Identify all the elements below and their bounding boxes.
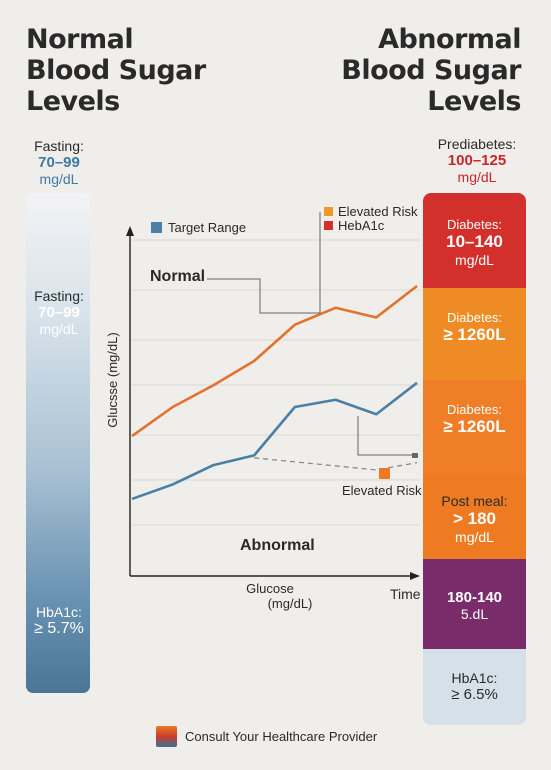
segment-label: Diabetes: bbox=[447, 310, 502, 325]
left-top-unit: mg/dL bbox=[39, 171, 79, 187]
right-top-value: 100–125 bbox=[447, 152, 507, 169]
footer-gradient-icon bbox=[156, 726, 177, 747]
series-line-2 bbox=[254, 457, 418, 471]
chart-axes bbox=[126, 226, 420, 580]
left-mid-label-text: Fasting: bbox=[34, 288, 84, 304]
normal-connector-line bbox=[207, 212, 321, 314]
right-top-label: Prediabetes: 100–125 mg/dL bbox=[421, 136, 533, 185]
x-axis-end-label: Time bbox=[390, 586, 421, 602]
legend-hba1c-swatch bbox=[324, 221, 333, 230]
chart-series bbox=[131, 284, 418, 501]
right-title-line: Levels bbox=[427, 86, 521, 117]
segment-unit: mg/dL bbox=[455, 529, 494, 545]
segment-label: Diabetes: bbox=[447, 402, 502, 417]
range-segment-diabetes-3: Diabetes: ≥ 1260L bbox=[423, 380, 526, 475]
left-title: Normal Blood Sugar Levels bbox=[26, 24, 206, 117]
right-top-label-text: Prediabetes: bbox=[437, 136, 517, 152]
range-segment-diabetes-1: Diabetes: 10–140 mg/dL bbox=[423, 193, 526, 288]
left-mid-label: Fasting: 70–99 mg/dL bbox=[22, 288, 96, 337]
range-segment-hba1c: HbA1c: ≥ 6.5% bbox=[423, 649, 526, 725]
left-bottom-label-text: HbA1c: bbox=[36, 604, 82, 620]
x-axis-label-line: Glucose bbox=[246, 581, 294, 596]
x-axis-label: Glucose (mg/dL) bbox=[246, 581, 312, 611]
segment-label: Diabetes: bbox=[447, 217, 502, 232]
elevated-connector-line bbox=[357, 416, 413, 456]
right-top-unit: mg/dL bbox=[457, 169, 497, 185]
segment-label: HbA1c: bbox=[451, 670, 498, 686]
legend-target-range-swatch bbox=[151, 222, 162, 233]
segment-label: 180-140 bbox=[446, 589, 503, 606]
series-line-0 bbox=[131, 284, 418, 438]
segment-value: ≥ 1260L bbox=[443, 325, 506, 344]
right-title: Abnormal Blood Sugar Levels bbox=[341, 24, 521, 117]
right-title-line: Blood Sugar bbox=[341, 55, 521, 86]
left-mid-value: 70–99 bbox=[38, 304, 80, 321]
left-title-line: Normal bbox=[26, 24, 134, 55]
range-segment-post-meal: Post meal: > 180 mg/dL bbox=[423, 475, 526, 559]
left-top-label-text: Fasting: bbox=[34, 138, 84, 154]
left-title-line: Blood Sugar bbox=[26, 55, 206, 86]
segment-value: > 180 bbox=[452, 509, 496, 528]
abnormal-annotation: Abnormal bbox=[240, 537, 315, 554]
legend-elevated-risk-swatch bbox=[324, 207, 333, 216]
left-title-line: Levels bbox=[26, 86, 120, 117]
range-segment-purple: 180-140 5.dL bbox=[423, 559, 526, 649]
legend-elevated-risk-label: Elevated Risk bbox=[338, 204, 418, 219]
left-bottom-label: HbA1c: ≥ 5.7% bbox=[22, 604, 96, 638]
normal-range-bar bbox=[26, 193, 90, 693]
legend-target-range-label: Target Range bbox=[168, 220, 246, 235]
segment-value: 10–140 bbox=[446, 232, 503, 251]
segment-value: ≥ 6.5% bbox=[451, 686, 498, 703]
left-top-label: Fasting: 70–99 mg/dL bbox=[22, 138, 96, 187]
elevated-risk-marker bbox=[379, 468, 390, 479]
left-top-value: 70–99 bbox=[38, 154, 80, 171]
left-mid-unit: mg/dL bbox=[39, 321, 79, 337]
legend-hba1c-label: HebA1c bbox=[338, 218, 385, 233]
footer-text: Consult Your Healthcare Provider bbox=[185, 729, 378, 744]
chart-grid bbox=[131, 239, 420, 526]
segment-unit: mg/dL bbox=[455, 252, 494, 268]
segment-value: ≥ 1260L bbox=[443, 417, 506, 436]
y-axis-label: Glucsse (mg/dL) bbox=[105, 332, 120, 427]
series-line-1 bbox=[131, 381, 418, 501]
left-bottom-value: ≥ 5.7% bbox=[34, 620, 84, 637]
segment-label: Post meal: bbox=[441, 493, 508, 509]
right-title-line: Abnormal bbox=[378, 24, 521, 55]
y-axis-arrow-icon bbox=[126, 226, 134, 236]
connector-end-marker bbox=[412, 453, 418, 458]
x-axis-label-line: (mg/dL) bbox=[268, 596, 313, 611]
footer: Consult Your Healthcare Provider bbox=[156, 726, 377, 747]
elevated-risk-annotation: Elevated Risk bbox=[342, 483, 422, 498]
segment-value: 5.dL bbox=[460, 606, 489, 622]
x-axis-arrow-icon bbox=[410, 572, 420, 580]
range-segment-diabetes-2: Diabetes: ≥ 1260L bbox=[423, 288, 526, 380]
normal-annotation: Normal bbox=[150, 268, 205, 285]
